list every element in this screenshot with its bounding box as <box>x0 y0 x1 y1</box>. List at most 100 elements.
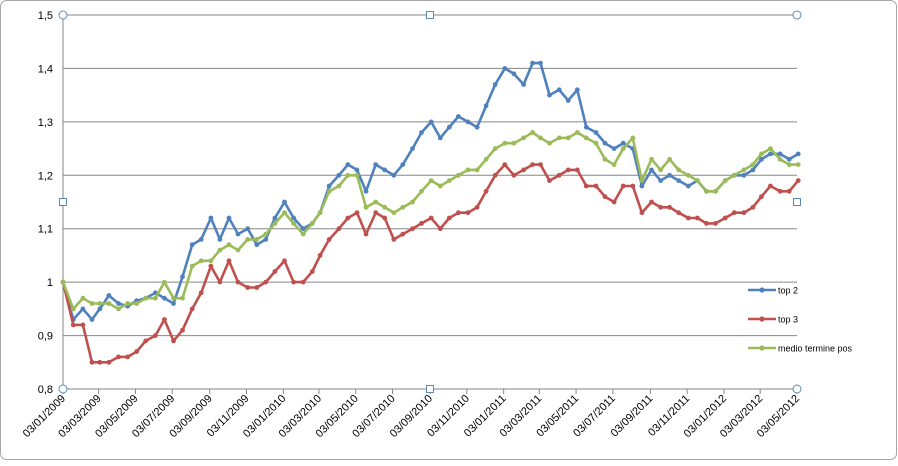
data-point <box>171 338 176 344</box>
data-point <box>768 183 773 189</box>
data-point <box>731 210 737 216</box>
data-point <box>704 221 709 226</box>
data-point <box>759 151 764 157</box>
corner-resize-handle[interactable] <box>58 384 68 394</box>
data-point <box>611 162 617 168</box>
data-point <box>282 258 287 264</box>
data-point <box>125 301 130 306</box>
data-point <box>336 183 342 189</box>
data-point <box>60 279 66 285</box>
data-point <box>180 327 185 333</box>
data-point <box>611 146 617 152</box>
data-point <box>556 135 562 141</box>
data-point <box>538 162 543 168</box>
data-point <box>750 167 756 173</box>
data-point <box>649 199 654 205</box>
data-point <box>153 333 158 338</box>
data-point <box>583 183 589 189</box>
data-point <box>667 156 672 162</box>
y-tick-label: 1,3 <box>38 117 53 129</box>
data-point <box>530 60 535 66</box>
legend-label: top 3 <box>778 315 798 325</box>
selection-handles[interactable] <box>58 10 802 394</box>
data-point <box>593 140 599 146</box>
data-point <box>419 221 424 226</box>
data-point <box>574 130 580 135</box>
data-point <box>345 172 351 178</box>
data-point <box>162 317 167 322</box>
data-point <box>245 226 251 232</box>
data-point <box>400 204 406 210</box>
data-point <box>171 295 176 301</box>
data-point <box>465 210 471 216</box>
data-point <box>583 124 589 130</box>
edge-resize-handle[interactable] <box>426 385 434 393</box>
data-point <box>263 231 269 237</box>
data-point <box>759 194 764 200</box>
corner-resize-handle[interactable] <box>792 384 802 394</box>
data-point <box>676 210 682 216</box>
data-point <box>106 301 112 306</box>
data-point <box>547 140 552 146</box>
data-point <box>583 135 589 141</box>
data-point <box>317 253 323 258</box>
data-point <box>795 162 801 168</box>
data-point <box>382 215 388 221</box>
corner-resize-handle[interactable] <box>792 10 802 20</box>
data-point <box>521 135 526 141</box>
data-point <box>134 301 140 306</box>
data-point <box>695 215 700 221</box>
data-point <box>456 210 461 216</box>
y-tick-label: 1,2 <box>38 170 53 182</box>
data-point <box>492 82 498 87</box>
data-point <box>511 172 517 178</box>
data-point <box>565 135 571 141</box>
data-point <box>116 354 121 360</box>
data-point <box>189 263 195 269</box>
data-point <box>465 167 471 173</box>
data-point <box>574 87 580 93</box>
corner-resize-handle[interactable] <box>58 10 68 20</box>
data-point <box>189 242 195 248</box>
data-point <box>483 103 489 109</box>
edge-resize-handle[interactable] <box>793 198 801 206</box>
data-point <box>391 172 397 178</box>
data-point <box>326 188 332 194</box>
data-point <box>217 247 223 253</box>
data-point <box>226 242 232 248</box>
edge-resize-handle[interactable] <box>59 198 67 206</box>
data-point <box>759 156 764 162</box>
edge-resize-handle[interactable] <box>426 11 434 19</box>
data-point <box>492 146 498 152</box>
data-point <box>282 199 287 205</box>
data-point <box>620 140 626 146</box>
data-point <box>695 178 700 184</box>
data-point <box>300 279 306 285</box>
legend-label: medio termine pos <box>778 344 853 354</box>
data-point <box>685 215 691 221</box>
data-point <box>217 237 223 242</box>
data-point <box>198 290 204 296</box>
data-point <box>741 172 747 178</box>
data-point <box>300 231 306 237</box>
data-point <box>80 306 86 312</box>
data-point <box>162 295 167 301</box>
data-point <box>309 269 315 274</box>
data-point <box>208 263 214 269</box>
data-point <box>153 295 158 301</box>
data-point <box>786 156 792 162</box>
data-point <box>309 221 315 226</box>
data-point <box>611 199 617 205</box>
data-point <box>428 119 434 125</box>
legend: top 2 top 3 medio termine pos <box>748 286 853 354</box>
data-point <box>795 178 801 184</box>
data-point <box>97 306 103 312</box>
data-point <box>593 130 599 135</box>
data-point <box>410 226 415 232</box>
legend-marker <box>759 345 765 351</box>
data-point <box>685 183 691 189</box>
legend-label: top 2 <box>778 286 798 296</box>
data-point <box>620 183 626 189</box>
data-point <box>97 359 103 365</box>
data-point <box>70 306 76 312</box>
